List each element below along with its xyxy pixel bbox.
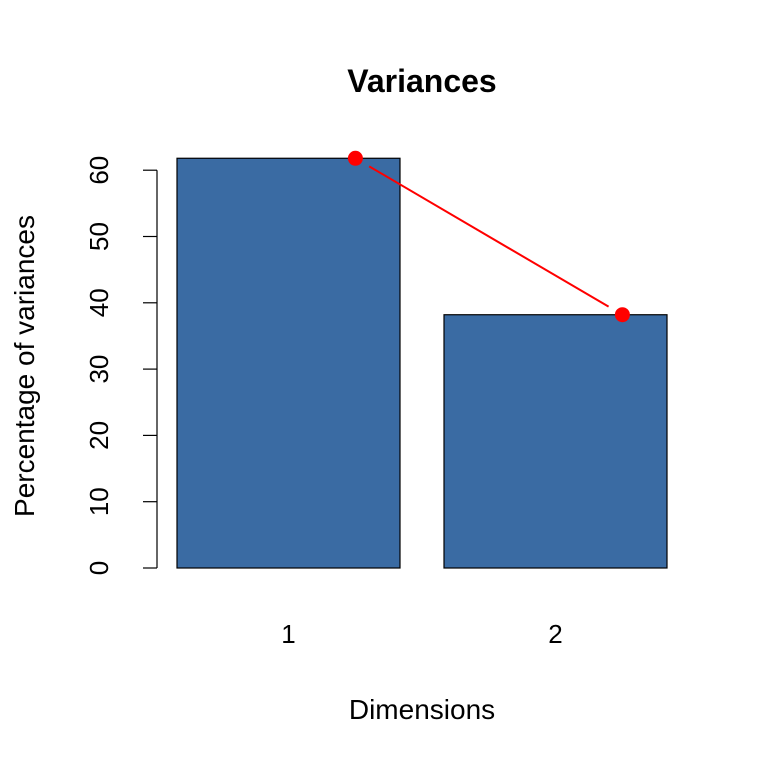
y-tick-label: 30 (84, 355, 114, 384)
y-tick-label: 0 (84, 561, 114, 575)
trend-point-2 (614, 307, 630, 323)
bars-group (176, 157, 668, 569)
y-axis-label: Percentage of variances (9, 215, 40, 517)
x-tick-label: 1 (281, 619, 295, 649)
y-tick-label: 40 (84, 288, 114, 317)
trend-point-1 (347, 150, 363, 166)
x-axis-label: Dimensions (349, 694, 495, 725)
trend-line-segment (368, 165, 610, 308)
y-tick-label: 20 (84, 421, 114, 450)
chart-title: Variances (347, 63, 496, 99)
trend-line-group (347, 150, 630, 323)
y-tick-label: 60 (84, 156, 114, 185)
bar-1 (176, 157, 401, 569)
y-tick-label: 50 (84, 222, 114, 251)
y-tick-label: 10 (84, 487, 114, 516)
y-axis: 0 10 20 30 40 50 60 (84, 156, 158, 575)
bar-2 (443, 314, 668, 569)
x-tick-label: 2 (548, 619, 562, 649)
